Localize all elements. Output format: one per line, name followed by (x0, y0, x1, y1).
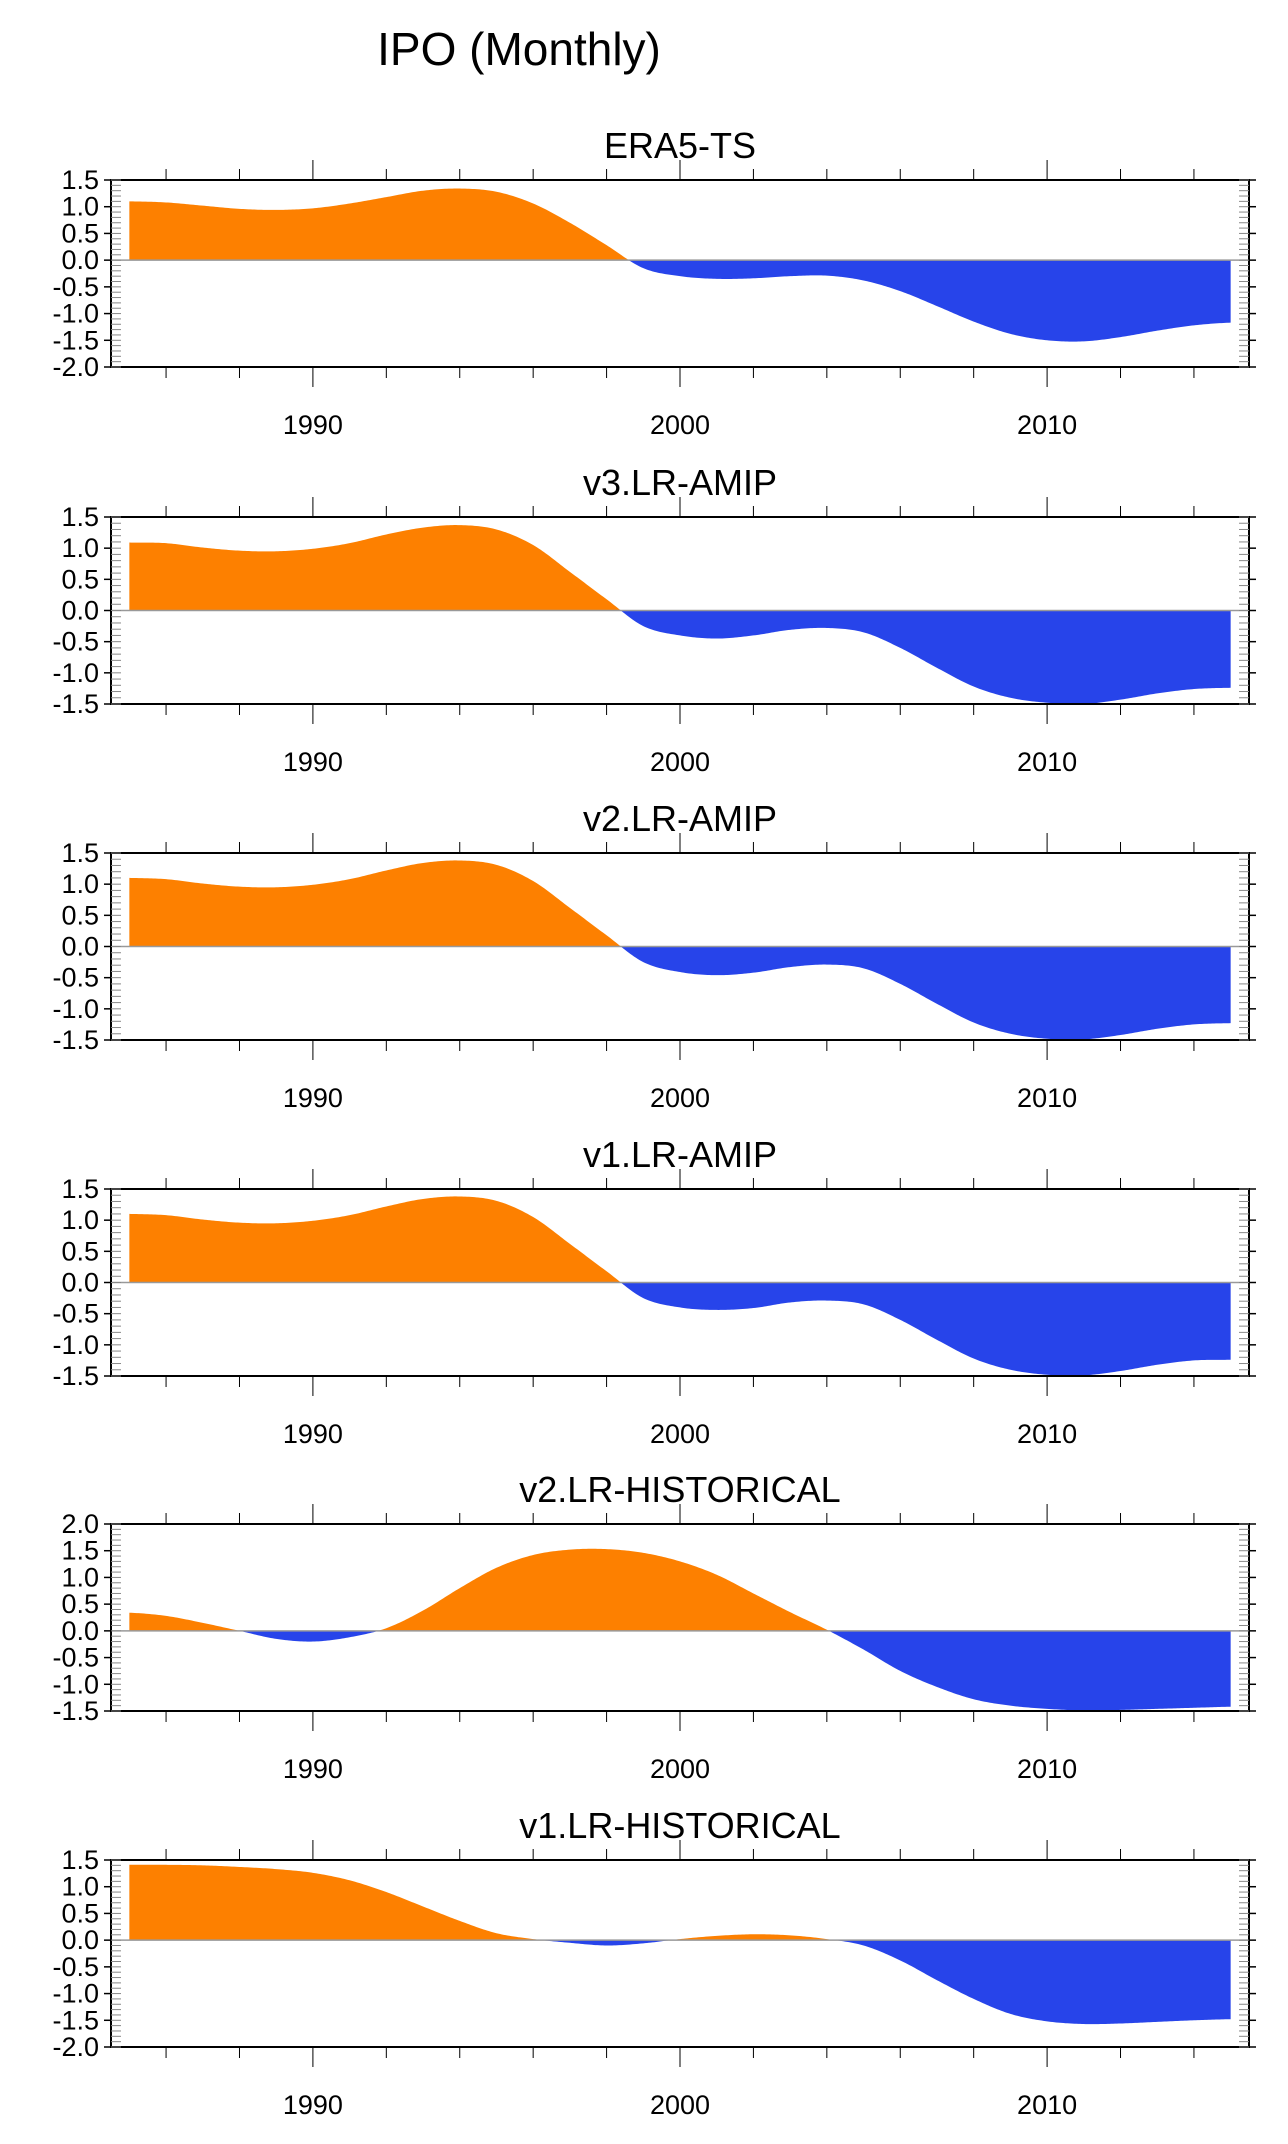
y-tick-label: -1.0 (52, 1330, 99, 1360)
y-tick-label: -1.5 (52, 1361, 99, 1391)
y-tick-label: 1.0 (61, 192, 99, 222)
panel-v1-lr-historical: v1.LR-HISTORICAL 1.51.00.50.0-0.5-1.0-1.5… (52, 1805, 1256, 2120)
x-tick-label: 2000 (650, 410, 710, 440)
y-tick-label: -1.5 (52, 2005, 99, 2035)
panel-v3-lr-amip: v3.LR-AMIP 1.51.00.50.0-0.5-1.0-1.5 1990 20… (52, 462, 1256, 777)
panel-v2-lr-amip: v2.LR-AMIP 1.51.00.50.0-0.5-1.0-1.5 1990 20… (52, 798, 1256, 1113)
y-tick-label: 2.0 (61, 1509, 99, 1539)
x-tick-label: 2010 (1017, 1419, 1077, 1449)
y-tick-label: 0.5 (61, 900, 99, 930)
panel-title: v2.LR-HISTORICAL (519, 1469, 840, 1510)
positive-area (129, 188, 1231, 261)
y-tick-label: -0.5 (52, 627, 99, 657)
y-tick-label: 0.5 (61, 564, 99, 594)
y-tick-label: 0.0 (61, 1925, 99, 1955)
y-tick-label: -0.5 (52, 963, 99, 993)
panel-title: v2.LR-AMIP (583, 798, 777, 839)
x-tick-label: 1990 (283, 1083, 343, 1113)
x-tick-label: 1990 (283, 1419, 343, 1449)
y-tick-label: 1.0 (61, 533, 99, 563)
negative-area (129, 1282, 1231, 1376)
y-tick-label: -2.0 (52, 352, 99, 382)
panel-title: v1.LR-AMIP (583, 1134, 777, 1175)
chart-title: IPO (Monthly) (377, 23, 661, 75)
positive-area (129, 525, 1231, 611)
y-tick-label: 1.5 (61, 1174, 99, 1204)
y-tick-label: -0.5 (52, 1643, 99, 1673)
x-tick-label: 1990 (283, 1754, 343, 1784)
x-tick-label: 2000 (650, 2090, 710, 2120)
y-tick-label: 0.0 (61, 1268, 99, 1298)
negative-area (129, 610, 1231, 705)
panel-v1-lr-amip: v1.LR-AMIP 1.51.00.50.0-0.5-1.0-1.5 1990 20… (52, 1134, 1256, 1449)
y-tick-label: 0.0 (61, 245, 99, 275)
x-tick-label: 2000 (650, 747, 710, 777)
x-tick-label: 2000 (650, 1419, 710, 1449)
y-tick-label: -0.5 (52, 272, 99, 302)
y-tick-label: -0.5 (52, 1299, 99, 1329)
negative-area (129, 1940, 1231, 2025)
negative-area (129, 260, 1231, 342)
x-tick-label: 2010 (1017, 410, 1077, 440)
y-tick-label: -1.5 (52, 1696, 99, 1726)
x-tick-label: 1990 (283, 2090, 343, 2120)
positive-area (129, 1548, 1231, 1631)
y-tick-label: 0.0 (61, 932, 99, 962)
x-tick-label: 2010 (1017, 1083, 1077, 1113)
x-tick-label: 1990 (283, 410, 343, 440)
y-tick-label: 1.0 (61, 869, 99, 899)
positive-area (129, 1196, 1231, 1283)
y-tick-label: -1.0 (52, 994, 99, 1024)
y-tick-label: -0.5 (52, 1952, 99, 1982)
y-tick-label: 1.0 (61, 1205, 99, 1235)
x-tick-label: 2000 (650, 1083, 710, 1113)
y-tick-label: 0.0 (61, 596, 99, 626)
x-tick-label: 1990 (283, 747, 343, 777)
y-tick-label: 1.0 (61, 1562, 99, 1592)
y-tick-label: -1.5 (52, 689, 99, 719)
panel-title: v3.LR-AMIP (583, 462, 777, 503)
y-tick-label: -1.0 (52, 1669, 99, 1699)
y-tick-label: 0.5 (61, 218, 99, 248)
x-tick-label: 2010 (1017, 2090, 1077, 2120)
y-tick-label: -1.5 (52, 325, 99, 355)
y-tick-label: -1.0 (52, 1979, 99, 2009)
y-tick-label: 1.5 (61, 1536, 99, 1566)
y-tick-label: 1.5 (61, 502, 99, 532)
panel-v2-lr-historical: v2.LR-HISTORICAL 2.01.51.00.50.0-0.5-1.0-… (52, 1469, 1256, 1784)
negative-area (129, 1630, 1231, 1711)
y-tick-label: 1.0 (61, 1872, 99, 1902)
y-tick-label: -1.0 (52, 299, 99, 329)
panel-title: ERA5-TS (604, 125, 756, 166)
y-tick-label: -1.0 (52, 658, 99, 688)
x-tick-label: 2010 (1017, 747, 1077, 777)
y-tick-label: 1.5 (61, 838, 99, 868)
y-tick-label: -2.0 (52, 2032, 99, 2062)
y-tick-label: 0.0 (61, 1616, 99, 1646)
panel-title: v1.LR-HISTORICAL (519, 1805, 840, 1846)
x-tick-label: 2010 (1017, 1754, 1077, 1784)
y-tick-label: 1.5 (61, 1845, 99, 1875)
y-tick-label: 0.5 (61, 1236, 99, 1266)
positive-area (129, 860, 1231, 947)
y-tick-label: 0.5 (61, 1589, 99, 1619)
y-tick-label: 0.5 (61, 1898, 99, 1928)
x-tick-label: 2000 (650, 1754, 710, 1784)
positive-area (129, 1864, 1231, 1941)
negative-area (129, 946, 1231, 1040)
y-tick-label: -1.5 (52, 1025, 99, 1055)
panel-era5-ts: ERA5-TS 1.51.00.50.0-0.5-1.0-1.5-2.0 1990 2… (52, 125, 1256, 440)
y-tick-label: 1.5 (61, 165, 99, 195)
